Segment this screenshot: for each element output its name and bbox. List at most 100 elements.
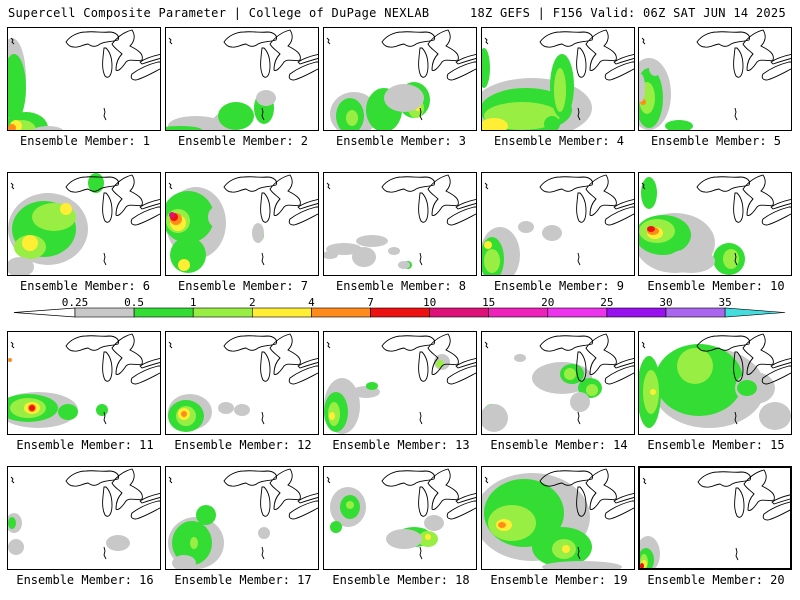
ensemble-member-label: Ensemble Member: 8 <box>335 279 467 293</box>
scp-contour-region <box>352 247 376 267</box>
coastline-segment <box>326 476 331 484</box>
scp-contour-region <box>677 348 713 384</box>
scp-contour-region <box>29 405 35 411</box>
scp-contour-region <box>484 241 492 249</box>
ensemble-member-panel: Ensemble Member: 7 <box>165 172 319 293</box>
scp-contour-region <box>8 517 16 529</box>
ensemble-member-panel: Ensemble Member: 9 <box>481 172 635 293</box>
ensemble-member-label: Ensemble Member: 7 <box>177 279 309 293</box>
scp-contour-region <box>169 212 175 218</box>
coastline-segment <box>419 107 423 121</box>
great-lakes-outline <box>696 333 791 385</box>
scp-field <box>482 333 634 432</box>
colorbar-segment <box>488 307 549 318</box>
scp-field <box>640 469 790 568</box>
coastline-segment <box>10 476 15 484</box>
scp-contour-region <box>650 389 656 395</box>
scp-contour-region <box>166 126 202 130</box>
ensemble-member-label: Ensemble Member: 20 <box>647 573 785 587</box>
colorbar-tick-label: 20 <box>541 296 554 309</box>
scp-contour-region <box>346 501 354 509</box>
ensemble-member-panel: Ensemble Member: 12 <box>165 331 319 452</box>
scp-field <box>326 29 476 130</box>
great-lakes-outline <box>381 333 476 385</box>
great-lakes-outline <box>223 333 318 385</box>
great-lakes-outline <box>65 333 160 385</box>
coastline-segment <box>641 37 646 45</box>
scp-contour-region <box>356 235 388 247</box>
scp-contour-region <box>640 563 644 568</box>
color-scale-legend: 0.25 0.5 1 2 4 7 10 15 20 25 30 35 <box>13 296 786 318</box>
great-lakes-outline <box>223 29 318 81</box>
scp-contour-region <box>488 505 536 541</box>
colorbar-segment <box>74 307 135 318</box>
scp-contour-region <box>8 358 12 362</box>
scp-contour-region <box>329 412 335 420</box>
great-lakes-outline <box>539 29 634 81</box>
ensemble-member-panel: Ensemble Member: 17 <box>165 466 319 587</box>
coastline-segment <box>734 107 738 121</box>
scp-contour-region <box>8 257 34 275</box>
great-lakes-outline <box>697 469 790 521</box>
scp-contour-region <box>252 223 264 243</box>
coastline-segment <box>484 476 489 484</box>
ensemble-member-panel: Ensemble Member: 1 <box>7 27 161 148</box>
ensemble-member-label: Ensemble Member: 13 <box>332 438 470 452</box>
scp-contour-region <box>218 102 254 130</box>
scp-field <box>8 29 160 130</box>
colorbar-segment <box>547 307 608 318</box>
great-lakes-outline <box>65 468 160 520</box>
ensemble-member-panel: Ensemble Member: 18 <box>323 466 477 587</box>
scp-contour-region <box>324 251 338 259</box>
colorbar-tick-label: 7 <box>367 296 374 309</box>
member-map <box>165 172 319 276</box>
colorbar-segment <box>252 307 312 318</box>
great-lakes-outline <box>539 333 634 385</box>
scp-contour-region <box>388 247 400 255</box>
ensemble-member-label: Ensemble Member: 5 <box>650 134 782 148</box>
scp-field <box>482 468 634 569</box>
scp-contour-region <box>196 505 216 525</box>
ensemble-member-panel: Ensemble Member: 2 <box>165 27 319 148</box>
coastline-segment <box>103 252 107 266</box>
colorbar-tick-label: 10 <box>423 296 436 309</box>
coastline-segment <box>168 182 173 190</box>
coastline-segment <box>734 411 738 425</box>
ensemble-member-label: Ensemble Member: 14 <box>490 438 628 452</box>
colorbar-segment <box>429 307 490 318</box>
colorbar-tick-label: 1 <box>190 296 197 309</box>
ensemble-member-panel: Ensemble Member: 13 <box>323 331 477 452</box>
scp-contour-region <box>514 354 526 362</box>
member-map <box>638 172 792 276</box>
ensemble-member-panel: Ensemble Member: 10 <box>638 172 792 293</box>
ensemble-member-panel: Ensemble Member: 19 <box>481 466 635 587</box>
colorbar-tick-label: 35 <box>718 296 731 309</box>
ensemble-member-panel: Ensemble Member: 11 <box>7 331 161 452</box>
scp-contour-region <box>32 126 64 130</box>
member-map <box>165 27 319 131</box>
scp-field <box>166 174 318 273</box>
scp-contour-region <box>386 529 422 549</box>
scp-contour-region <box>667 249 715 273</box>
colorbar-segment <box>311 307 371 318</box>
scp-contour-region <box>639 74 645 102</box>
colorbar-tick-label: 0.25 <box>62 296 89 309</box>
ensemble-member-label: Ensemble Member: 10 <box>647 279 785 293</box>
coastline-segment <box>326 341 331 349</box>
scp-field <box>639 333 791 430</box>
coastline-segment <box>577 411 581 425</box>
ensemble-member-panel: Ensemble Member: 16 <box>7 466 161 587</box>
coastline-segment <box>642 477 647 485</box>
member-map <box>323 172 477 276</box>
scp-contour-region <box>425 534 431 540</box>
ensemble-member-label: Ensemble Member: 17 <box>174 573 312 587</box>
scp-contour-region <box>346 110 358 126</box>
ensemble-member-panel: Ensemble Member: 3 <box>323 27 477 148</box>
great-lakes-outline <box>381 468 476 520</box>
ensemble-member-label: Ensemble Member: 1 <box>19 134 151 148</box>
scp-contour-region <box>482 404 508 432</box>
scp-contour-region <box>181 411 187 417</box>
coastline-segment <box>641 341 646 349</box>
scp-field <box>482 174 634 275</box>
coastline-segment <box>577 252 581 266</box>
